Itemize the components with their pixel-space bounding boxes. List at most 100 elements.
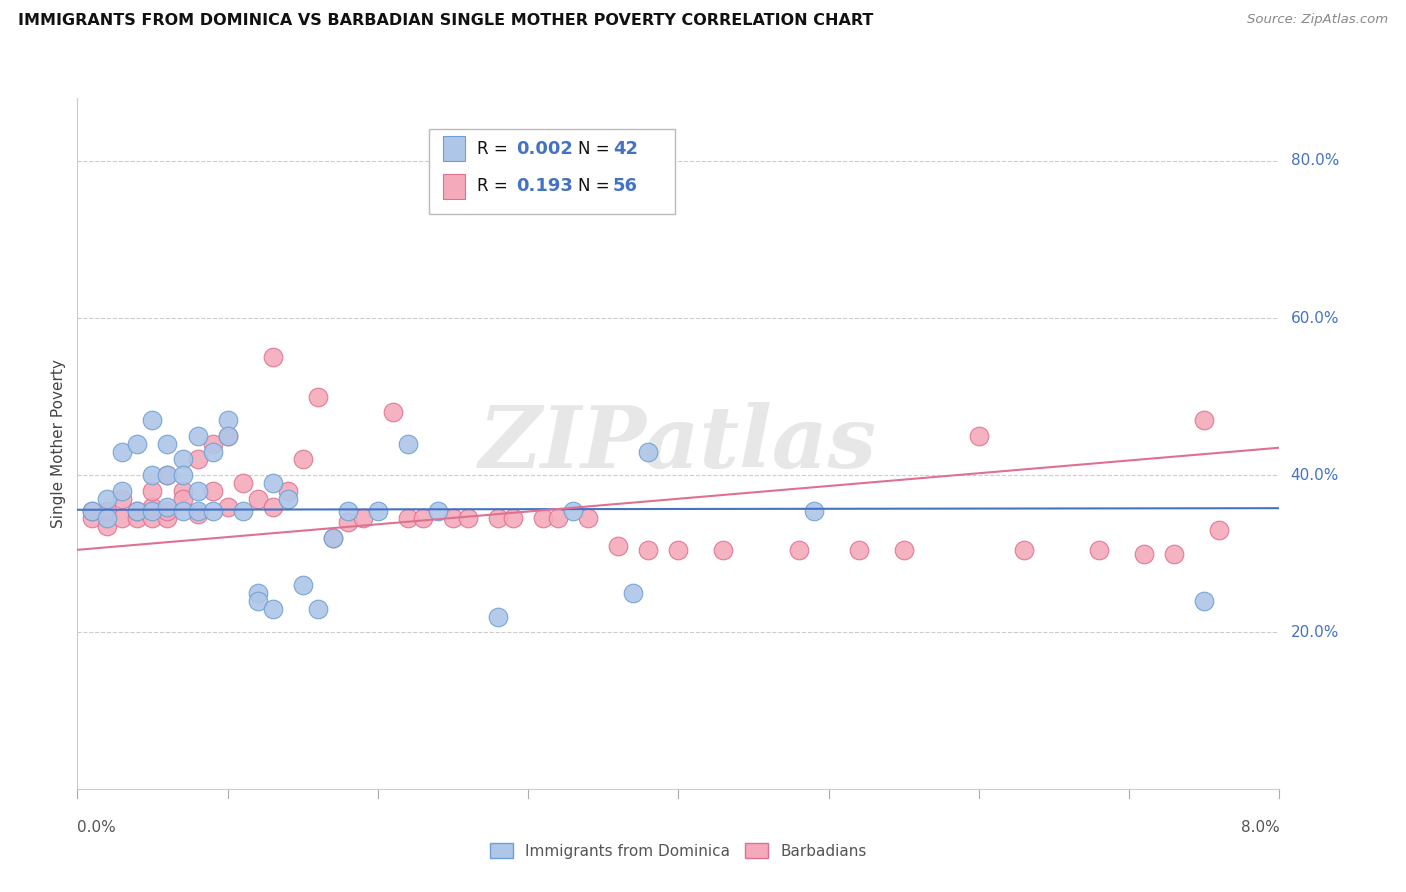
Point	[322, 531, 344, 545]
Text: N =: N =	[578, 178, 614, 195]
Point	[277, 483, 299, 498]
Point	[637, 444, 659, 458]
Text: R =: R =	[477, 140, 513, 158]
Point	[141, 500, 163, 514]
Point	[172, 483, 194, 498]
Point	[127, 503, 149, 517]
Point	[576, 511, 599, 525]
Point	[1163, 547, 1185, 561]
Point	[172, 452, 194, 467]
Point	[307, 390, 329, 404]
Point	[262, 601, 284, 615]
Point	[1194, 594, 1216, 608]
Text: 60.0%: 60.0%	[1291, 310, 1339, 326]
Point	[217, 429, 239, 443]
Point	[291, 452, 314, 467]
Point	[186, 503, 209, 517]
Point	[967, 429, 990, 443]
Point	[156, 436, 179, 450]
Point	[186, 429, 209, 443]
Point	[336, 516, 359, 530]
Point	[621, 586, 644, 600]
Text: 8.0%: 8.0%	[1240, 820, 1279, 835]
Point	[156, 468, 179, 483]
Point	[82, 503, 104, 517]
Point	[96, 503, 118, 517]
Point	[127, 503, 149, 517]
Text: Source: ZipAtlas.com: Source: ZipAtlas.com	[1247, 13, 1388, 27]
Text: R =: R =	[477, 178, 513, 195]
Text: 0.002: 0.002	[516, 140, 572, 158]
Point	[713, 542, 735, 557]
Point	[352, 511, 374, 525]
Point	[277, 491, 299, 506]
Point	[427, 503, 450, 517]
Point	[412, 511, 434, 525]
Point	[201, 436, 224, 450]
Point	[1012, 542, 1035, 557]
Point	[246, 594, 269, 608]
Point	[127, 511, 149, 525]
Point	[82, 503, 104, 517]
Point	[96, 491, 118, 506]
Point	[141, 468, 163, 483]
Point	[186, 483, 209, 498]
Point	[486, 609, 509, 624]
Point	[172, 491, 194, 506]
Point	[111, 491, 134, 506]
Point	[156, 468, 179, 483]
Point	[547, 511, 569, 525]
Point	[1133, 547, 1156, 561]
Point	[1088, 542, 1111, 557]
Point	[232, 503, 254, 517]
Point	[172, 468, 194, 483]
Text: 56: 56	[613, 178, 638, 195]
Point	[96, 511, 118, 525]
Text: 0.0%: 0.0%	[77, 820, 117, 835]
Point	[111, 483, 134, 498]
Point	[217, 429, 239, 443]
Point	[291, 578, 314, 592]
Point	[186, 452, 209, 467]
Point	[262, 351, 284, 365]
Point	[607, 539, 630, 553]
Point	[848, 542, 870, 557]
Text: 80.0%: 80.0%	[1291, 153, 1339, 169]
Point	[336, 503, 359, 517]
Point	[457, 511, 479, 525]
Point	[441, 511, 464, 525]
Text: 40.0%: 40.0%	[1291, 467, 1339, 483]
Point	[96, 519, 118, 533]
Point	[668, 542, 690, 557]
Point	[502, 511, 524, 525]
Point	[803, 503, 825, 517]
Text: 42: 42	[613, 140, 638, 158]
Point	[141, 483, 163, 498]
Point	[1208, 523, 1230, 537]
Point	[156, 511, 179, 525]
Text: ZIPatlas: ZIPatlas	[479, 402, 877, 485]
Point	[367, 503, 389, 517]
Point	[531, 511, 554, 525]
Point	[381, 405, 404, 419]
Point	[156, 503, 179, 517]
Point	[141, 413, 163, 427]
Text: N =: N =	[578, 140, 614, 158]
Text: IMMIGRANTS FROM DOMINICA VS BARBADIAN SINGLE MOTHER POVERTY CORRELATION CHART: IMMIGRANTS FROM DOMINICA VS BARBADIAN SI…	[18, 13, 873, 29]
Point	[82, 511, 104, 525]
Y-axis label: Single Mother Poverty: Single Mother Poverty	[51, 359, 66, 528]
Point	[562, 503, 585, 517]
Point	[307, 601, 329, 615]
Point	[111, 511, 134, 525]
Point	[322, 531, 344, 545]
Point	[637, 542, 659, 557]
Point	[262, 500, 284, 514]
Point	[246, 586, 269, 600]
Point	[396, 436, 419, 450]
Text: 0.193: 0.193	[516, 178, 572, 195]
Point	[156, 500, 179, 514]
Point	[172, 503, 194, 517]
Point	[186, 508, 209, 522]
Point	[201, 503, 224, 517]
Point	[217, 413, 239, 427]
